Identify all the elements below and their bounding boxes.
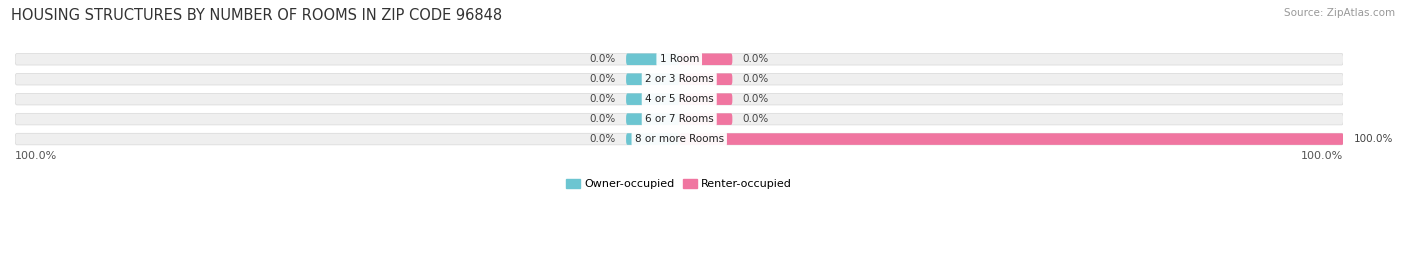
Text: 0.0%: 0.0%: [742, 114, 769, 124]
Text: 100.0%: 100.0%: [1301, 151, 1344, 161]
Text: 0.0%: 0.0%: [742, 94, 769, 104]
Text: 0.0%: 0.0%: [591, 114, 616, 124]
FancyBboxPatch shape: [679, 133, 1344, 145]
FancyBboxPatch shape: [626, 113, 679, 125]
FancyBboxPatch shape: [626, 54, 679, 65]
Text: 0.0%: 0.0%: [742, 54, 769, 64]
FancyBboxPatch shape: [679, 93, 733, 105]
Text: 0.0%: 0.0%: [591, 74, 616, 84]
Text: 0.0%: 0.0%: [591, 94, 616, 104]
FancyBboxPatch shape: [679, 73, 733, 85]
Text: 2 or 3 Rooms: 2 or 3 Rooms: [645, 74, 714, 84]
Text: 1 Room: 1 Room: [659, 54, 699, 64]
FancyBboxPatch shape: [679, 113, 733, 125]
Text: 8 or more Rooms: 8 or more Rooms: [634, 134, 724, 144]
Text: HOUSING STRUCTURES BY NUMBER OF ROOMS IN ZIP CODE 96848: HOUSING STRUCTURES BY NUMBER OF ROOMS IN…: [11, 8, 502, 23]
FancyBboxPatch shape: [626, 73, 679, 85]
Text: 100.0%: 100.0%: [15, 151, 58, 161]
FancyBboxPatch shape: [15, 93, 1344, 105]
Text: 0.0%: 0.0%: [742, 74, 769, 84]
FancyBboxPatch shape: [15, 133, 1344, 145]
FancyBboxPatch shape: [679, 54, 733, 65]
Text: 0.0%: 0.0%: [591, 54, 616, 64]
Legend: Owner-occupied, Renter-occupied: Owner-occupied, Renter-occupied: [567, 179, 792, 189]
Text: 0.0%: 0.0%: [591, 134, 616, 144]
FancyBboxPatch shape: [15, 54, 1344, 65]
FancyBboxPatch shape: [626, 93, 679, 105]
Text: 100.0%: 100.0%: [1354, 134, 1393, 144]
Text: 4 or 5 Rooms: 4 or 5 Rooms: [645, 94, 714, 104]
FancyBboxPatch shape: [15, 113, 1344, 125]
Text: 6 or 7 Rooms: 6 or 7 Rooms: [645, 114, 714, 124]
FancyBboxPatch shape: [15, 73, 1344, 85]
FancyBboxPatch shape: [626, 133, 679, 145]
Text: Source: ZipAtlas.com: Source: ZipAtlas.com: [1284, 8, 1395, 18]
